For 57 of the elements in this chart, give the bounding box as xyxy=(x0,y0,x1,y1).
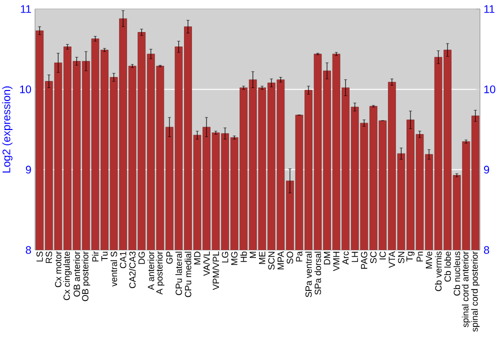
x-tick-label: MVe xyxy=(426,252,432,268)
y2-tick-label: 10 xyxy=(484,85,496,94)
x-tick-label: MD xyxy=(194,252,200,264)
x-tick-label: GP xyxy=(166,252,173,264)
x-tick-label: Tg xyxy=(406,252,414,262)
x-tick-label: CPu lateral xyxy=(175,252,182,296)
x-tick-label: CPu medial xyxy=(184,252,192,298)
x-tick-label: Cb vermis xyxy=(434,252,442,292)
x-tick-label: VA/VL xyxy=(203,251,210,276)
x-tick-label: VPM/VPL xyxy=(212,251,220,290)
x-tick-label: OB anterior xyxy=(73,251,80,297)
x-tick-label: Tu xyxy=(101,252,108,262)
x-tick-label: SPa ventral xyxy=(305,252,312,298)
x-tick-label: Pa xyxy=(296,251,302,262)
x-tick-label: spinal cord posterior xyxy=(471,251,480,332)
y-tick-label: 11 xyxy=(20,5,31,13)
x-tick-label: ventral S xyxy=(110,252,118,287)
x-tick-label: SN xyxy=(398,252,404,264)
y-axis-title: Log2 (expression) xyxy=(2,86,12,172)
x-tick-label: Pn xyxy=(416,252,423,262)
x-tick-label: Arc xyxy=(342,251,349,265)
x-tick-label: LS xyxy=(36,252,43,262)
x-tick-label: SCN xyxy=(268,252,275,270)
y2-tick-label: 9 xyxy=(484,166,490,174)
x-tick-label: Cb lobe xyxy=(444,252,451,282)
x-tick-label: IC xyxy=(379,252,386,260)
x-tick-label: SPa dorsal xyxy=(314,252,322,295)
x-tick-label: VMH xyxy=(333,252,340,272)
x-tick-label: CA1 xyxy=(120,252,126,268)
y-tick-label: 10 xyxy=(20,85,32,94)
x-tick-label: ME xyxy=(259,252,266,264)
x-tick-label: LH xyxy=(352,252,358,262)
x-tick-label: spinal cord anterior xyxy=(462,251,470,328)
x-tick-label: CA2/CA3 xyxy=(129,252,136,288)
x-tick-label: A anterior xyxy=(148,251,154,290)
x-tick-label: Cx cingulate xyxy=(63,252,72,300)
x-tick-label: A posterior xyxy=(156,251,164,295)
x-tick-label: LG xyxy=(222,252,228,262)
x-tick-label: Cb nucleus xyxy=(454,252,460,296)
x-tick-label: Hb xyxy=(240,252,247,262)
x-tick-label: MPA xyxy=(278,251,284,270)
y2-tick-label: 11 xyxy=(484,5,494,13)
x-tick-label: RS xyxy=(46,252,52,263)
x-tick-label: SO xyxy=(286,252,294,264)
y2-tick-label: 8 xyxy=(484,246,490,254)
x-tick-label: VTA xyxy=(388,251,396,268)
x-tick-label: MG xyxy=(231,252,238,265)
x-tick-label: Cx motor xyxy=(55,251,62,288)
x-tick-label: SC xyxy=(370,252,377,264)
x-tick-label: DM xyxy=(324,252,330,264)
x-tick-label: Pir xyxy=(92,251,99,262)
x-tick-label: DG xyxy=(138,252,145,264)
y-tick-label: 9 xyxy=(26,166,31,174)
y-tick-label: 8 xyxy=(26,246,31,254)
x-tick-label: OB posterior xyxy=(82,251,90,302)
x-tick-label: PAG xyxy=(360,252,368,269)
x-tick-label: M xyxy=(250,252,256,258)
